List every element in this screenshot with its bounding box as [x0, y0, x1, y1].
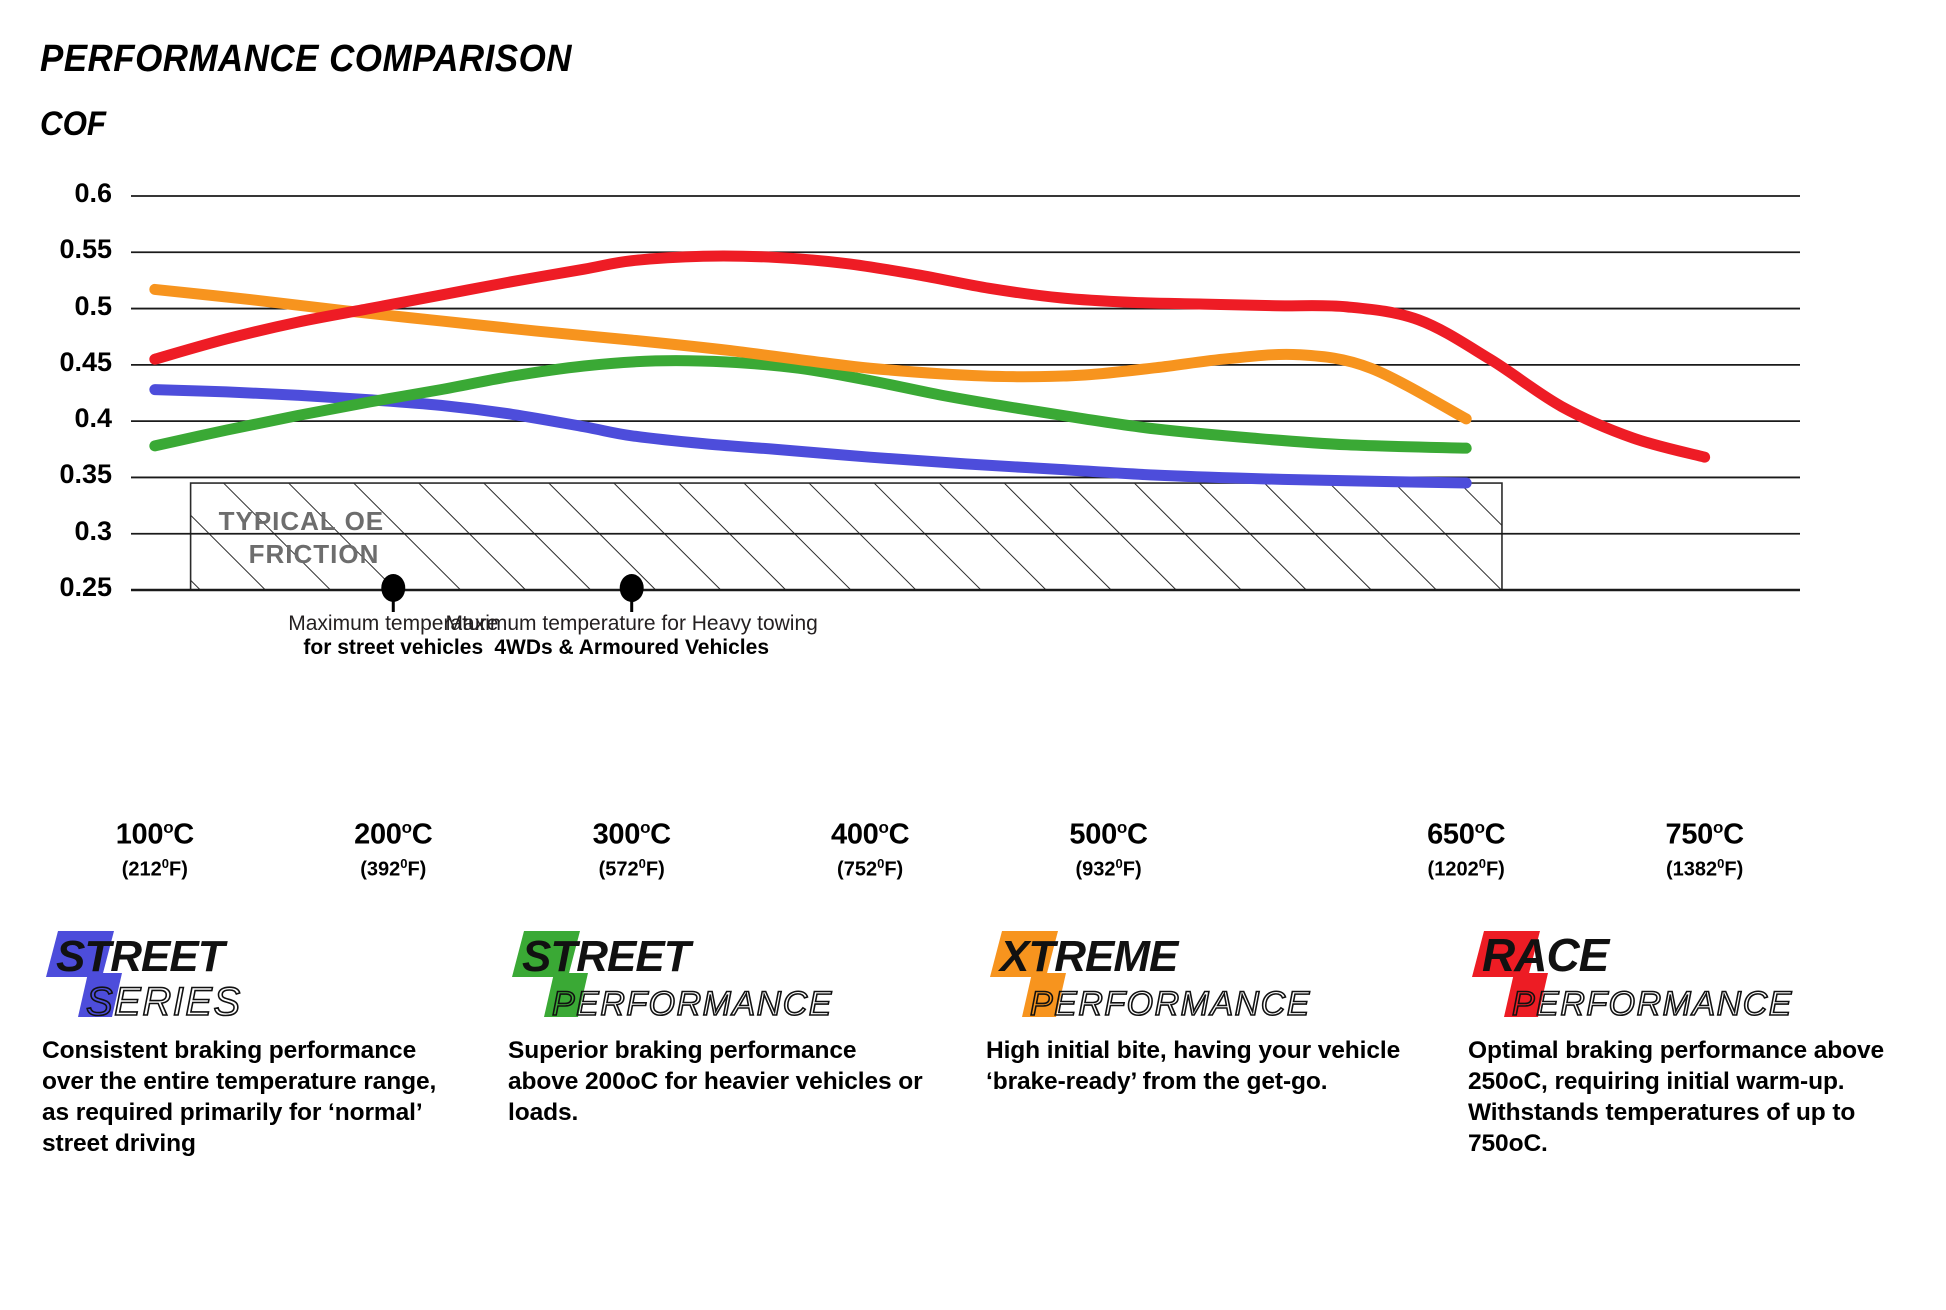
- x-tick-fahrenheit: (9320F): [1075, 855, 1142, 881]
- legend-item-street-performance: STREET PERFORMANCE Superior braking perf…: [486, 925, 972, 1159]
- x-tick-label: 100oC (2120F): [65, 818, 245, 881]
- annotation-line2: 4WDs & Armoured Vehicles: [494, 636, 769, 659]
- brand-logo: XTREME PERFORMANCE: [986, 925, 1446, 1030]
- annotation-label: Maximum temperature for street vehicles: [73, 612, 713, 660]
- brand-name-bottom: SERIES: [86, 980, 242, 1024]
- brand-logo-svg: XTREME PERFORMANCE: [990, 931, 1311, 1024]
- logo-accent-shape: [46, 931, 122, 1017]
- legend-description: High initial bite, having your vehicle ‘…: [986, 1037, 1401, 1095]
- y-tick-label: 0.25: [59, 572, 112, 602]
- x-tick-label: 400oC (7520F): [780, 818, 960, 881]
- y-tick-label: 0.6: [74, 178, 112, 208]
- legend-item-race-performance: RACE PERFORMANCE Optimal braking perform…: [1458, 925, 1944, 1159]
- x-tick-label: 300oC (5720F): [542, 818, 722, 881]
- brand-name-top: XTREME: [997, 932, 1180, 981]
- page-title: PERFORMANCE COMPARISON: [40, 38, 572, 80]
- annotation-dot: [619, 574, 644, 602]
- y-tick-label: 0.45: [59, 346, 112, 377]
- x-tick-fahrenheit: (5720F): [598, 855, 665, 881]
- brand-name-bottom: PERFORMANCE: [1512, 985, 1793, 1023]
- brand-logo: STREET SERIES: [42, 925, 474, 1030]
- annotation-dot: [381, 574, 406, 602]
- x-tick-celsius: 650oC: [1427, 818, 1506, 851]
- y-tick-label: 0.3: [74, 515, 112, 546]
- x-tick-celsius: 100oC: [115, 818, 195, 851]
- legend-item-xtreme-performance: XTREME PERFORMANCE High initial bite, ha…: [972, 925, 1458, 1159]
- x-tick-celsius: 200oC: [354, 818, 433, 851]
- x-tick-fahrenheit: (7520F): [837, 855, 904, 881]
- series-line-street-performance: [149, 355, 1472, 454]
- x-tick-celsius: 300oC: [592, 818, 672, 851]
- y-tick-label: 0.35: [59, 459, 112, 490]
- x-tick-fahrenheit: (12020F): [1427, 855, 1505, 881]
- x-tick-label: 750oC (13820F): [1615, 818, 1795, 881]
- brand-logo: RACE PERFORMANCE: [1468, 925, 1932, 1030]
- brand-logo-svg: RACE PERFORMANCE: [1472, 929, 1793, 1024]
- logo-accent-shape: [512, 931, 588, 1017]
- brand-name-bottom: PERFORMANCE: [1030, 985, 1311, 1023]
- legend-item-street-series: STREET SERIES Consistent braking perform…: [0, 925, 486, 1159]
- x-tick-label: 650oC (12020F): [1376, 818, 1556, 881]
- annotation-label: Maximum temperature for Heavy towing 4WDs…: [312, 612, 952, 660]
- typical-oe-friction-band: [189, 482, 1503, 591]
- oe-label-line2: FRICTION: [248, 538, 380, 569]
- x-tick-celsius: 750oC: [1665, 818, 1745, 851]
- brand-logo: STREET PERFORMANCE: [508, 925, 960, 1030]
- x-tick-label: 500oC (9320F): [1019, 818, 1199, 881]
- logo-accent-shape: [1472, 931, 1548, 1017]
- series-line-xtreme-performance: [149, 283, 1472, 425]
- brand-logo-svg: STREET SERIES: [46, 931, 242, 1025]
- y-tick-label: 0.5: [74, 290, 112, 321]
- x-tick-celsius: 500oC: [1069, 818, 1148, 851]
- annotation-line1: Maximum temperature for Heavy towing: [445, 612, 818, 635]
- legend-description: Optimal braking performance above 250oC,…: [1468, 1037, 1885, 1157]
- x-tick-fahrenheit: (2120F): [121, 855, 188, 881]
- brand-name-top: RACE: [1482, 929, 1611, 981]
- typical-oe-friction-label: TYPICAL OE FRICTION: [219, 505, 385, 570]
- series-line-race-performance: [149, 250, 1711, 463]
- x-tick-fahrenheit: (13820F): [1665, 855, 1744, 881]
- legend-description: Consistent braking performance over the …: [42, 1037, 437, 1157]
- annotation-line2: for street vehicles: [303, 636, 484, 659]
- x-tick-label: 200oC (3920F): [303, 818, 483, 881]
- brand-logo-svg: STREET PERFORMANCE: [512, 931, 833, 1024]
- y-tick-label: 0.55: [59, 234, 112, 265]
- brand-name-bottom: PERFORMANCE: [552, 985, 833, 1023]
- product-legend: STREET SERIES Consistent braking perform…: [0, 925, 1946, 1159]
- logo-accent-shape: [990, 931, 1066, 1017]
- annotation-line1: Maximum temperature: [288, 612, 499, 635]
- y-tick-label: 0.4: [74, 403, 112, 434]
- x-tick-fahrenheit: (3920F): [360, 855, 427, 881]
- oe-label-line1: TYPICAL OE: [218, 506, 385, 537]
- brand-name-top: STREET: [56, 932, 228, 981]
- x-tick-celsius: 400oC: [831, 818, 910, 851]
- legend-description: Superior braking performance above 200oC…: [508, 1037, 923, 1126]
- y-axis-title: COF: [40, 105, 107, 143]
- brand-name-top: STREET: [522, 932, 694, 981]
